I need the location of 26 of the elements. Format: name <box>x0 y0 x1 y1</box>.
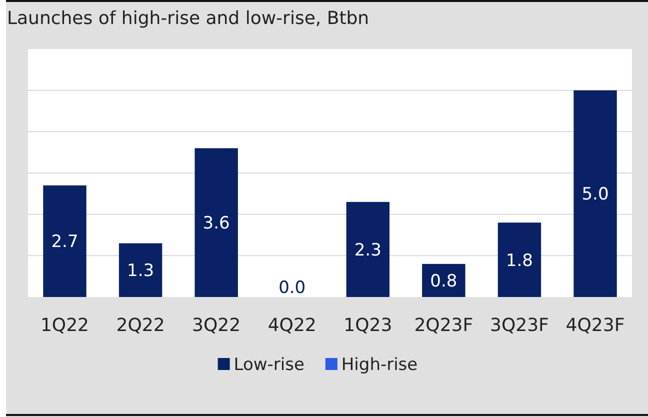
data-label: 3.6 <box>202 214 230 234</box>
x-tick-label: 2Q22 <box>116 315 165 336</box>
legend-label: High-rise <box>341 355 418 375</box>
bar <box>422 264 466 297</box>
data-label: 5.0 <box>582 184 609 205</box>
bar <box>346 202 390 297</box>
x-tick-label: 3Q23F <box>490 315 549 336</box>
x-tick-label: 2Q23F <box>414 315 474 336</box>
x-tick-label: 4Q23F <box>566 315 625 336</box>
data-label: 1.8 <box>506 250 533 271</box>
bar <box>574 90 617 297</box>
x-tick-label: 1Q22 <box>40 315 90 336</box>
bar <box>194 148 238 297</box>
bar <box>118 243 162 297</box>
data-label: 2.7 <box>51 232 78 252</box>
x-tick-label: 4Q22 <box>268 315 316 336</box>
data-label: 1.3 <box>127 261 154 282</box>
data-label: 0.8 <box>430 271 458 292</box>
data-label: 0.0 <box>278 278 306 298</box>
x-tick-label: 3Q22 <box>192 315 241 336</box>
legend-label: Low-rise <box>234 355 304 375</box>
bar <box>43 185 86 297</box>
data-label: 2.3 <box>354 240 382 260</box>
bar <box>498 222 542 297</box>
x-tick-label: 1Q23 <box>344 315 392 336</box>
chart-title: Launches of high-rise and low-rise, Btbn <box>7 8 370 29</box>
